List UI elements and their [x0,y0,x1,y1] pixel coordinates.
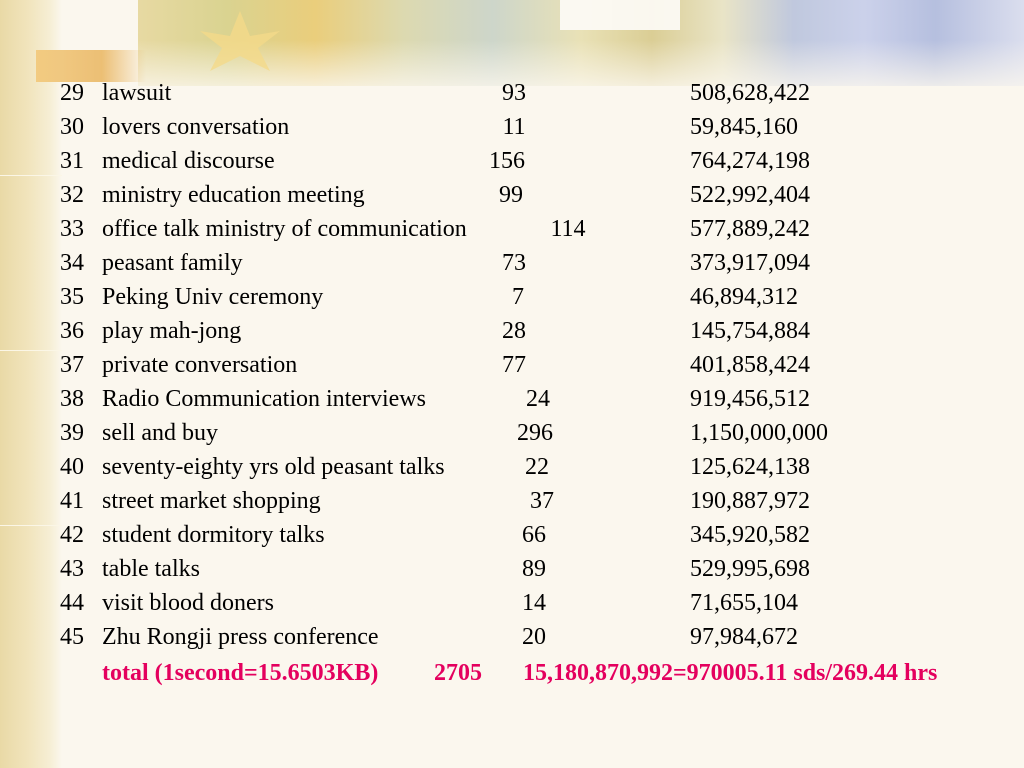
row-number: 40 [60,454,84,480]
row-count: 28 [502,318,526,344]
row-count: 11 [502,114,526,140]
table-row: 40 seventy-eighty yrs old peasant talks 22… [0,450,1024,484]
row-size: 508,628,422 [690,80,810,106]
banner-fade [138,40,1024,90]
row-count: 99 [499,182,523,208]
row-count: 37 [530,488,554,514]
row-number: 32 [60,182,84,208]
row-number: 30 [60,114,84,140]
row-name: lawsuit [102,80,172,106]
row-number: 41 [60,488,84,514]
row-count: 296 [517,420,553,446]
row-size: 190,887,972 [690,488,810,514]
total-count: 2705 [434,660,482,686]
row-name: visit blood doners [102,590,274,616]
strip-divider [0,525,62,526]
row-size: 71,655,104 [690,590,798,616]
row-number: 34 [60,250,84,276]
row-count: 156 [489,148,525,174]
table-row: 38 Radio Communication interviews 24 919,45… [0,382,1024,416]
table-row: 45 Zhu Rongji press conference 20 97,984,67… [0,620,1024,654]
row-number: 45 [60,624,84,650]
row-size: 1,150,000,000 [690,420,828,446]
row-size: 145,754,884 [690,318,810,344]
row-name: Zhu Rongji press conference [102,624,379,650]
row-count: 89 [522,556,546,582]
table-row: 30 lovers conversation 11 59,845,160 [0,110,1024,144]
table-row: 32 ministry education meeting 99 522,992,40… [0,178,1024,212]
row-size: 46,894,312 [690,284,798,310]
strip-divider [0,350,62,351]
table-row: 37 private conversation 77 401,858,424 [0,348,1024,382]
row-number: 43 [60,556,84,582]
row-size: 919,456,512 [690,386,810,412]
row-size: 373,917,094 [690,250,810,276]
row-size: 401,858,424 [690,352,810,378]
table-row: 44 visit blood doners 14 71,655,104 [0,586,1024,620]
row-count: 20 [522,624,546,650]
row-number: 31 [60,148,84,174]
row-size: 125,624,138 [690,454,810,480]
row-name: private conversation [102,352,298,378]
table-row: 41 street market shopping 37 190,887,972 [0,484,1024,518]
total-summary: 15,180,870,992=970005.11 sds/269.44 hrs [523,660,938,686]
row-name: ministry education meeting [102,182,365,208]
row-count: 77 [502,352,526,378]
row-number: 33 [60,216,84,242]
leaf-icon [200,11,280,71]
row-name: office talk ministry of communication [102,216,467,242]
row-name: peasant family [102,250,243,276]
row-number: 29 [60,80,84,106]
row-count: 24 [526,386,550,412]
table-row: 42 student dormitory talks 66 345,920,582 [0,518,1024,552]
row-size: 59,845,160 [690,114,798,140]
row-size: 522,992,404 [690,182,810,208]
table-row: 34 peasant family 73 373,917,094 [0,246,1024,280]
banner-highlight [560,0,680,30]
row-count: 7 [512,284,524,310]
row-number: 44 [60,590,84,616]
row-number: 39 [60,420,84,446]
row-size: 764,274,198 [690,148,810,174]
row-number: 36 [60,318,84,344]
row-count: 73 [502,250,526,276]
row-name: student dormitory talks [102,522,325,548]
table-row: 29 lawsuit 93 508,628,422 [0,76,1024,110]
row-name: play mah-jong [102,318,242,344]
row-name: Peking Univ ceremony [102,284,324,310]
row-number: 37 [60,352,84,378]
row-name: seventy-eighty yrs old peasant talks [102,454,445,480]
row-name: Radio Communication interviews [102,386,426,412]
row-number: 35 [60,284,84,310]
parchment-strip [0,0,62,768]
table-row: 33 office talk ministry of communication 1… [0,212,1024,246]
row-count: 114 [550,216,586,242]
row-size: 529,995,698 [690,556,810,582]
row-name: table talks [102,556,200,582]
table-row: 36 play mah-jong 28 145,754,884 [0,314,1024,348]
row-number: 38 [60,386,84,412]
table-row: 35 Peking Univ ceremony 7 46,894,312 [0,280,1024,314]
row-name: medical discourse [102,148,275,174]
row-count: 22 [525,454,549,480]
row-number: 42 [60,522,84,548]
total-label: total (1second=15.6503KB) [102,660,379,686]
table-row: 39 sell and buy 296 1,150,000,000 [0,416,1024,450]
row-count: 66 [522,522,546,548]
row-size: 577,889,242 [690,216,810,242]
strip-divider [0,175,62,176]
row-count: 14 [522,590,546,616]
row-name: lovers conversation [102,114,290,140]
banner-accent [36,50,146,82]
row-name: street market shopping [102,488,321,514]
table-row: 31 medical discourse 156 764,274,198 [0,144,1024,178]
row-name: sell and buy [102,420,218,446]
table-row: 43 table talks 89 529,995,698 [0,552,1024,586]
row-size: 345,920,582 [690,522,810,548]
row-size: 97,984,672 [690,624,798,650]
row-count: 93 [502,80,526,106]
